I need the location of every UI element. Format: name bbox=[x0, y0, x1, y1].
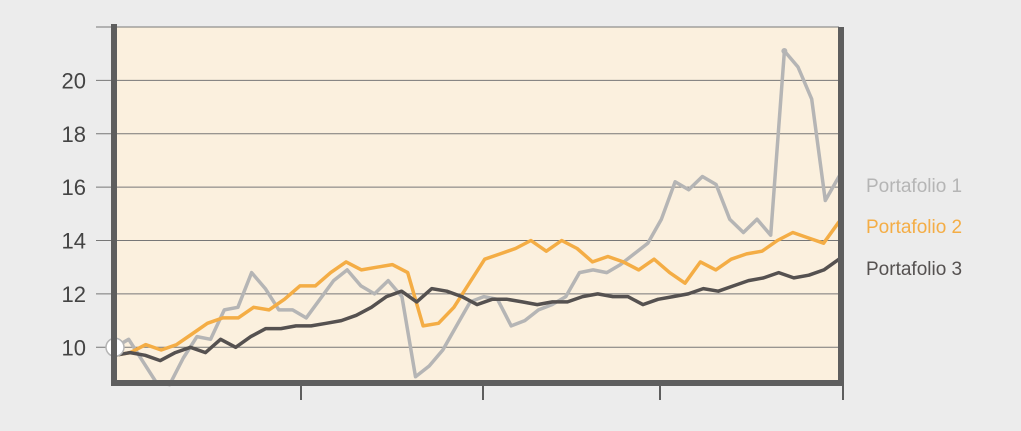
series-lines bbox=[105, 48, 841, 387]
y-tick-label: 12 bbox=[62, 282, 86, 307]
gridlines bbox=[96, 26, 839, 348]
y-tick-label: 18 bbox=[62, 122, 86, 147]
y-tick-label: 20 bbox=[62, 68, 86, 93]
legend: Portafolio 1 Portafolio 2 Portafolio 3 bbox=[866, 176, 962, 280]
peak-point-marker bbox=[781, 48, 788, 55]
series-line-1 bbox=[113, 49, 841, 387]
plot-background bbox=[112, 27, 842, 382]
y-tick-labels: 10 12 14 16 18 20 bbox=[62, 68, 86, 360]
y-tick-label: 14 bbox=[62, 229, 86, 254]
legend-label-2: Portafolio 2 bbox=[866, 217, 962, 238]
y-tick-label: 16 bbox=[62, 175, 86, 200]
y-tick-label: 10 bbox=[62, 335, 86, 360]
legend-label-1: Portafolio 1 bbox=[866, 176, 962, 197]
series-line-2 bbox=[113, 220, 841, 358]
legend-label-3: Portafolio 3 bbox=[866, 259, 962, 280]
series-line-3 bbox=[113, 257, 841, 363]
axes bbox=[111, 24, 844, 400]
